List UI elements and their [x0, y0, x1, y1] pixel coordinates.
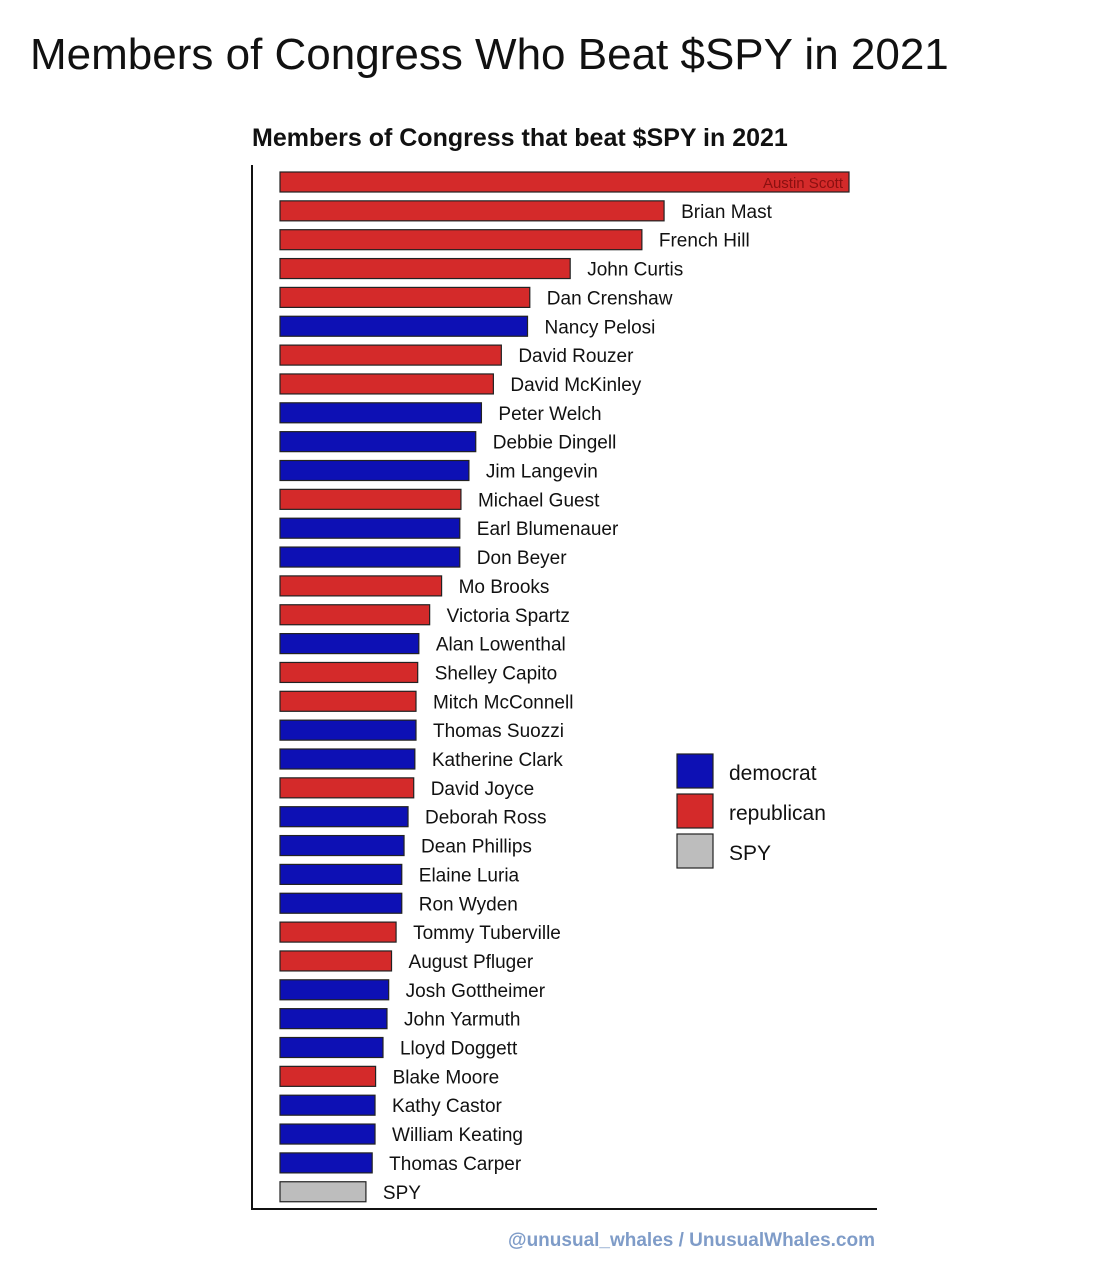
- bar-label: Alan Lowenthal: [436, 635, 566, 656]
- chart-credit: @unusual_whales / UnusualWhales.com: [508, 1230, 875, 1251]
- legend-label-republican: republican: [729, 802, 826, 825]
- bar-label: Brian Mast: [681, 202, 773, 223]
- bar-mo-brooks: [279, 575, 443, 597]
- bar-dean-phillips: [279, 834, 405, 857]
- bar-spy: [279, 1181, 367, 1203]
- bar-label: Lloyd Doggett: [400, 1039, 518, 1060]
- bar-label: Kathy Castor: [392, 1096, 502, 1117]
- bar-deborah-ross: [279, 806, 409, 828]
- bar-label: John Curtis: [587, 260, 683, 281]
- bar-label: Michael Guest: [478, 490, 600, 511]
- bar-label: Debbie Dingell: [493, 433, 617, 454]
- bar-william-keating: [279, 1123, 376, 1145]
- bar-mitch-mcconnell: [279, 690, 417, 712]
- bar-label: Mo Brooks: [459, 577, 550, 598]
- bar-alan-lowenthal: [279, 632, 420, 655]
- bar-victoria-spartz: [279, 604, 431, 626]
- bar-blake-moore: [279, 1065, 377, 1087]
- bar-don-beyer: [279, 546, 461, 568]
- bar-label: Nancy Pelosi: [545, 317, 656, 338]
- bar-john-yarmuth: [279, 1008, 388, 1030]
- bar-label: Austin Scott: [763, 175, 844, 192]
- bar-label: Thomas Suozzi: [433, 721, 564, 742]
- bar-debbie-dingell: [279, 431, 477, 453]
- bar-label: Jim Langevin: [486, 462, 598, 483]
- post-title: Members of Congress Who Beat $SPY in 202…: [30, 30, 949, 79]
- bar-earl-blumenauer: [279, 517, 461, 539]
- bar-label: William Keating: [392, 1125, 523, 1146]
- bar-michael-guest: [279, 488, 462, 510]
- bar-shelley-capito: [279, 661, 419, 684]
- bar-french-hill: [279, 229, 643, 251]
- bar-jim-langevin: [279, 459, 470, 482]
- bar-label: August Pfluger: [409, 952, 534, 973]
- bar-thomas-carper: [279, 1152, 373, 1174]
- bar-tommy-tuberville: [279, 921, 397, 943]
- legend-label-spy: SPY: [729, 842, 771, 865]
- bar-label: Dan Crenshaw: [547, 288, 673, 309]
- bar-label: Ron Wyden: [419, 894, 518, 915]
- bar-label: John Yarmuth: [404, 1010, 521, 1031]
- bar-label: Katherine Clark: [432, 750, 563, 771]
- legend-swatch-spy: [676, 833, 714, 869]
- bar-ron-wyden: [279, 892, 403, 914]
- bar-label: Don Beyer: [477, 548, 567, 569]
- bar-dan-crenshaw: [279, 286, 531, 308]
- bar-label: David Rouzer: [518, 346, 634, 367]
- bar-thomas-suozzi: [279, 719, 417, 741]
- bar-label: French Hill: [659, 231, 750, 252]
- bar-label: Mitch McConnell: [433, 692, 573, 713]
- legend-swatch-democrat: [676, 753, 714, 789]
- bar-john-curtis: [279, 257, 571, 280]
- bar-label: Shelley Capito: [435, 663, 558, 684]
- bar-label: Victoria Spartz: [447, 606, 570, 627]
- bar-label: Peter Welch: [498, 404, 601, 425]
- bar-label: David Joyce: [431, 779, 534, 800]
- bar-label: Deborah Ross: [425, 808, 546, 829]
- bar-david-mckinley: [279, 373, 494, 395]
- chart-title: Members of Congress that beat $SPY in 20…: [252, 124, 788, 152]
- bar-austin-scott: [279, 171, 850, 193]
- bar-label: Elaine Luria: [419, 865, 520, 886]
- legend: democrat republican SPY: [676, 753, 826, 869]
- bar-label: Josh Gottheimer: [406, 981, 546, 1002]
- bar-label: David McKinley: [510, 375, 641, 396]
- bar-katherine-clark: [279, 748, 416, 770]
- bar-lloyd-doggett: [279, 1036, 384, 1059]
- bar-nancy-pelosi: [279, 315, 529, 337]
- bar-peter-welch: [279, 402, 483, 424]
- bar-august-pfluger: [279, 950, 393, 972]
- bar-label: Blake Moore: [393, 1067, 500, 1088]
- bar-label: Earl Blumenauer: [477, 519, 619, 540]
- bar-kathy-castor: [279, 1094, 376, 1116]
- bar-elaine-luria: [279, 863, 403, 886]
- bar-label: Dean Phillips: [421, 837, 532, 858]
- bar-david-rouzer: [279, 344, 502, 366]
- bar-josh-gottheimer: [279, 979, 390, 1001]
- legend-swatch-republican: [676, 793, 714, 829]
- bar-brian-mast: [279, 200, 665, 222]
- bars-group: Austin Scott Brian Mast French Hill John Cu…: [279, 171, 850, 1204]
- bar-label: Thomas Carper: [389, 1154, 522, 1175]
- bar-david-joyce: [279, 777, 415, 799]
- legend-label-democrat: democrat: [729, 762, 817, 785]
- bar-label: SPY: [383, 1183, 421, 1204]
- bar-label: Tommy Tuberville: [413, 923, 561, 944]
